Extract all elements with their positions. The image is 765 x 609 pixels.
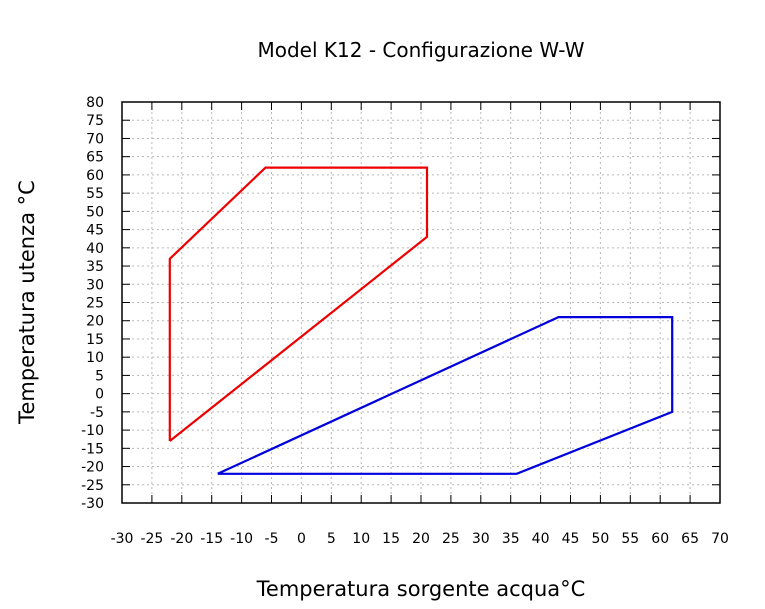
x-tick-label: -25 xyxy=(140,531,163,547)
y-tick-label: -20 xyxy=(81,460,104,476)
plot-frame xyxy=(121,101,721,504)
chart-title: Model K12 - Configurazione W-W xyxy=(257,38,584,62)
y-tick-label: 10 xyxy=(86,350,104,366)
x-tick-label: 70 xyxy=(711,531,729,547)
y-tick-label: 35 xyxy=(86,259,104,275)
y-tick-label: 65 xyxy=(86,150,104,166)
y-tick-label: 75 xyxy=(86,113,104,129)
series-line-1 xyxy=(168,166,429,442)
x-tick-label: 40 xyxy=(532,531,550,547)
y-axis-label: Temperatura utenza °C xyxy=(15,180,39,425)
x-tick-label: 0 xyxy=(297,531,306,547)
series-line-2 xyxy=(217,316,674,475)
x-tick-label: -30 xyxy=(111,531,134,547)
y-tick-label: 0 xyxy=(95,387,104,403)
y-tick-label: 60 xyxy=(86,168,104,184)
y-tick-label: 5 xyxy=(95,368,104,384)
y-tick-label: 55 xyxy=(86,186,104,202)
y-tick-label: 15 xyxy=(86,332,104,348)
x-tick-label: 5 xyxy=(327,531,336,547)
x-axis-label: Temperatura sorgente acqua°C xyxy=(256,577,586,601)
x-tick-label: 25 xyxy=(442,531,460,547)
x-tick-label: 65 xyxy=(681,531,699,547)
y-tick-label: -25 xyxy=(81,478,104,494)
y-tick-label: 20 xyxy=(86,314,104,330)
y-tick-label: 25 xyxy=(86,296,104,312)
x-tick-label: 30 xyxy=(472,531,490,547)
x-tick-label: 50 xyxy=(591,531,609,547)
y-tick-label: 30 xyxy=(86,277,104,293)
y-tick-label: 80 xyxy=(86,95,104,111)
x-tick-label: -20 xyxy=(170,531,193,547)
y-tick-label: 40 xyxy=(86,241,104,257)
grid xyxy=(122,102,720,503)
x-tick-label: 55 xyxy=(621,531,639,547)
x-tick-label: -5 xyxy=(265,531,279,547)
x-tick-label: -10 xyxy=(230,531,253,547)
x-tick-label: 35 xyxy=(502,531,520,547)
tick-labels: -30 -25 -20 -15 -10 -5 0 5 10 15 20 25 30 35 40 45 50 55 6… xyxy=(81,95,729,547)
x-tick-label: 10 xyxy=(352,531,370,547)
y-tick-label: -30 xyxy=(81,496,104,512)
x-tick-label: -15 xyxy=(200,531,223,547)
x-tick-label: 15 xyxy=(382,531,400,547)
y-tick-label: -10 xyxy=(81,423,104,439)
y-tick-label: 50 xyxy=(86,204,104,220)
x-tick-label: 60 xyxy=(651,531,669,547)
series xyxy=(168,166,674,475)
x-tick-label: 20 xyxy=(412,531,430,547)
y-tick-label: 70 xyxy=(86,131,104,147)
y-tick-label: -5 xyxy=(90,405,104,421)
y-tick-label: 45 xyxy=(86,223,104,239)
x-tick-label: 45 xyxy=(562,531,580,547)
y-tick-label: -15 xyxy=(81,441,104,457)
